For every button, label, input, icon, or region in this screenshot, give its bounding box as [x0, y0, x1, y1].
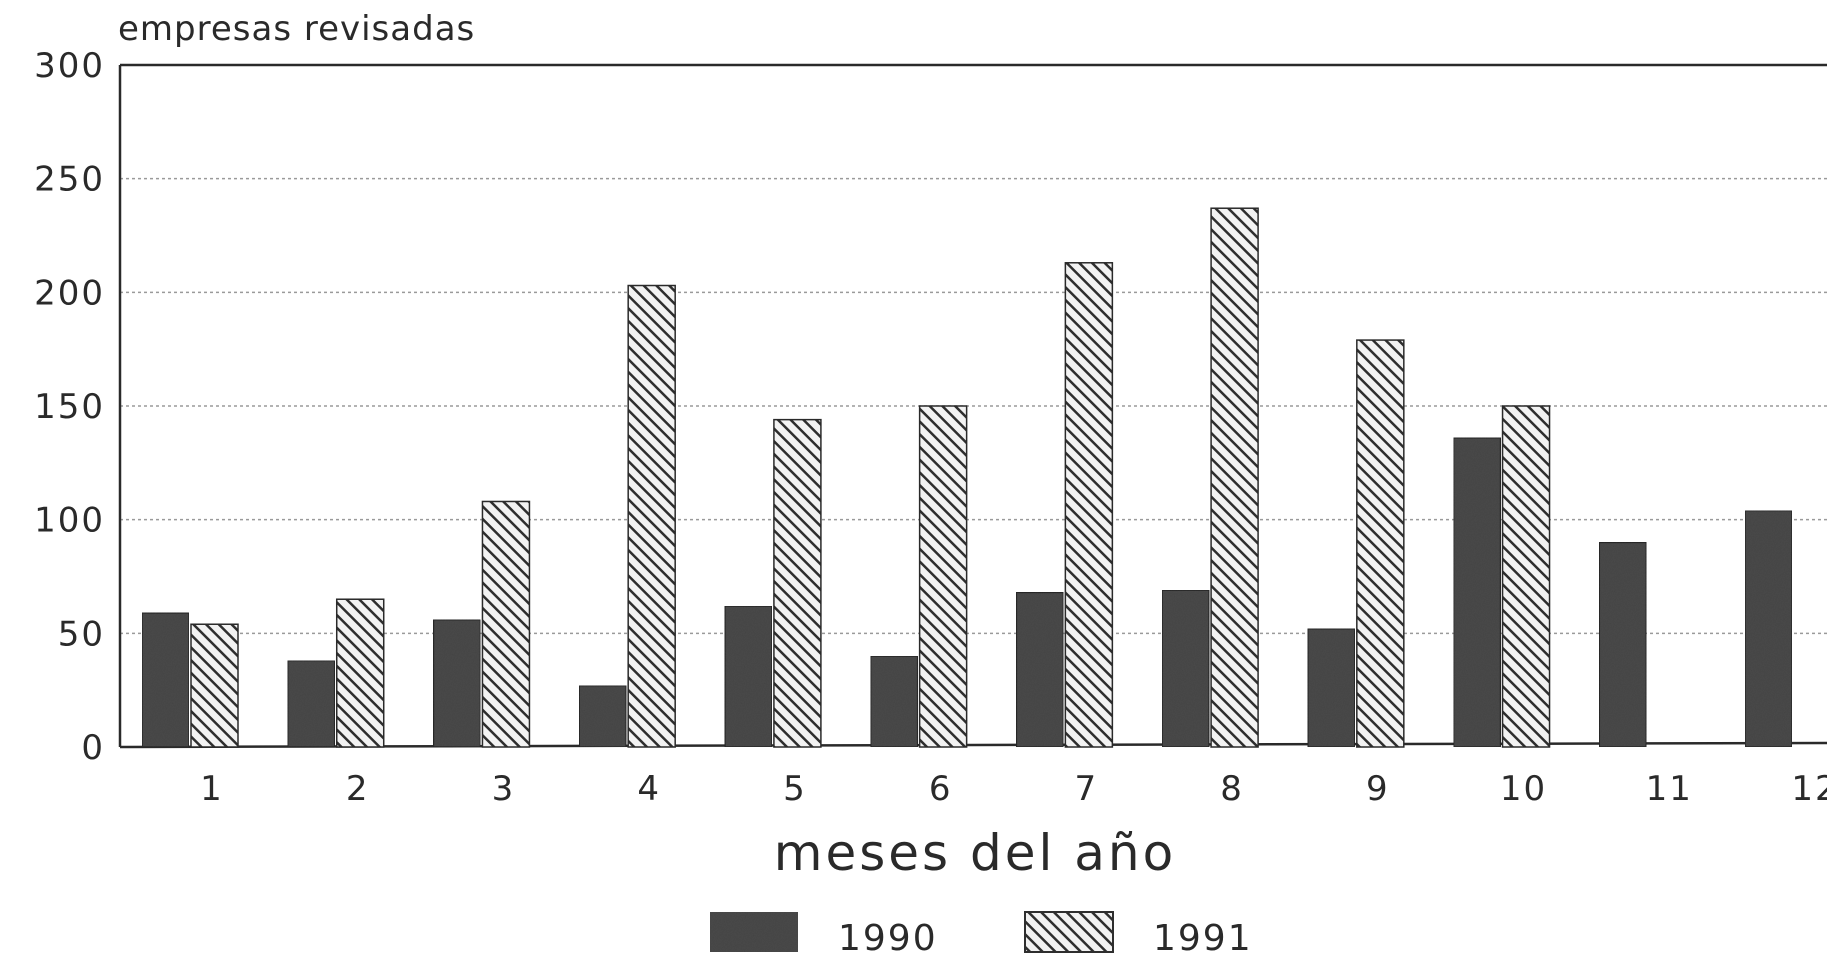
y-tick-labels: 0 50 100 150 200 250 300 [34, 46, 105, 768]
y-tick-label: 200 [34, 273, 105, 313]
legend-swatch-1991 [1024, 911, 1114, 953]
bars [141, 207, 1793, 748]
bar-1991-month-4 [627, 284, 676, 748]
bar-1991-month-3 [481, 500, 531, 748]
y-tick-label: 150 [34, 387, 105, 427]
bar-1991-month-2 [335, 598, 385, 748]
y-tick-label: 50 [58, 614, 105, 654]
bar-1990-month-6 [869, 655, 919, 748]
bar-1990-month-7 [1015, 591, 1065, 748]
bar-1990-month-8 [1161, 589, 1210, 748]
x-tick-label: 6 [929, 769, 953, 809]
bar-1991-month-1 [190, 623, 239, 748]
x-tick-label: 1 [200, 769, 224, 809]
x-tick-labels: 123456789101112 [200, 769, 1827, 809]
x-tick-label: 11 [1646, 769, 1693, 809]
legend: 1990 1991 [710, 911, 1253, 956]
bar-1991-month-8 [1210, 207, 1259, 748]
bar-1990-month-11 [1598, 541, 1648, 748]
x-tick-label: 5 [783, 769, 807, 809]
bar-1990-month-1 [141, 612, 190, 748]
legend-swatch-1990 [710, 912, 798, 952]
bar-1991-month-9 [1356, 339, 1405, 748]
x-tick-label: 4 [637, 769, 661, 809]
x-tick-label: 3 [492, 769, 516, 809]
x-tick-label: 2 [346, 769, 370, 809]
y-axis-label: empresas revisadas [118, 9, 475, 49]
legend-label-1991: 1991 [1153, 918, 1253, 956]
x-tick-label: 7 [1075, 769, 1099, 809]
y-tick-label: 0 [81, 728, 105, 768]
x-tick-label: 9 [1366, 769, 1390, 809]
bar-1990-month-9 [1307, 628, 1356, 748]
legend-label-1990: 1990 [838, 918, 938, 956]
x-axis-label: meses del año [774, 824, 1176, 882]
x-tick-label: 8 [1220, 769, 1244, 809]
bar-1990-month-4 [578, 684, 627, 748]
bar-1991-month-7 [1064, 262, 1114, 748]
bar-1990-month-12 [1744, 509, 1793, 748]
y-tick-label: 300 [34, 46, 105, 86]
gridlines [120, 177, 1827, 635]
x-tick-label: 12 [1791, 769, 1827, 809]
bar-1990-month-10 [1452, 437, 1502, 748]
y-tick-label: 250 [34, 160, 105, 200]
bar-1991-month-6 [918, 405, 968, 748]
bar-1990-month-5 [724, 605, 773, 748]
x-tick-label: 10 [1500, 769, 1547, 809]
bar-1990-month-2 [286, 659, 336, 748]
bar-1990-month-3 [432, 618, 482, 748]
bar-1991-month-5 [773, 418, 822, 748]
bar-1991-month-10 [1501, 405, 1551, 748]
y-tick-label: 100 [34, 501, 105, 541]
